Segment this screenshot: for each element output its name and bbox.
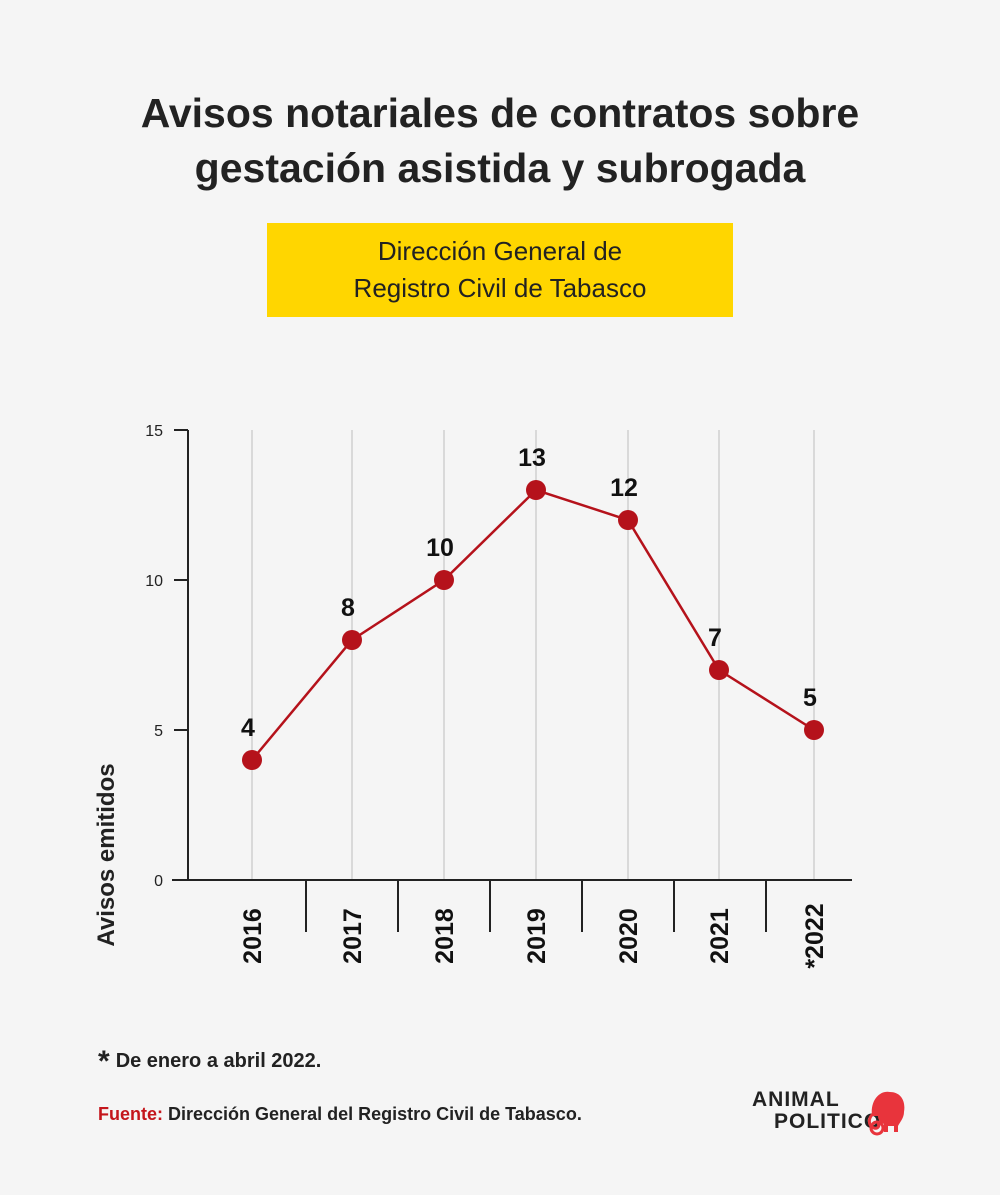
x-tick-label-2020: 2020 xyxy=(615,908,643,964)
y-tick-label-5: 5 xyxy=(154,723,163,740)
y-tick-label-15: 15 xyxy=(145,423,163,440)
chart-title-line-1: Avisos notariales de contratos sobre xyxy=(140,90,860,136)
data-label-2018: 10 xyxy=(426,534,454,562)
data-point-2016 xyxy=(242,750,262,770)
logo-line-2: POLITICO xyxy=(774,1110,882,1133)
chart-title: Avisos notariales de contratos sobre ges… xyxy=(0,86,1000,196)
source-badge-line-1: Dirección General de xyxy=(377,236,623,266)
footnote: * De enero a abril 2022. xyxy=(98,1045,321,1079)
data-point-2021 xyxy=(709,660,729,680)
data-label-2020: 12 xyxy=(610,474,638,502)
source-line: Fuente: Dirección General del Registro C… xyxy=(98,1104,582,1125)
x-tick-label-*2022: *2022 xyxy=(801,903,829,968)
footnote-text: De enero a abril 2022. xyxy=(115,1050,322,1072)
data-label-2019: 13 xyxy=(518,444,546,472)
data-point-*2022 xyxy=(804,720,824,740)
x-tick-label-2018: 2018 xyxy=(431,908,459,964)
source-badge: Dirección General de Registro Civil de T… xyxy=(267,223,733,317)
data-label-*2022: 5 xyxy=(803,684,817,712)
y-tick-label-0: 0 xyxy=(154,873,163,890)
data-point-2018 xyxy=(434,570,454,590)
source-label: Fuente: xyxy=(98,1104,163,1124)
x-tick-label-2019: 2019 xyxy=(523,908,551,964)
logo-line-1: ANIMAL xyxy=(752,1088,840,1111)
data-label-2021: 7 xyxy=(708,624,722,652)
animal-politico-logo: ANIMAL POLITICO xyxy=(752,1086,912,1136)
x-tick-label-2021: 2021 xyxy=(706,908,734,964)
x-tick-label-2017: 2017 xyxy=(339,908,367,964)
chart-title-line-2: gestación asistida y subrogada xyxy=(194,145,806,191)
y-axis-label: Avisos emitidos xyxy=(93,763,120,946)
series-line xyxy=(251,488,815,761)
line-chart: 0 5 10 15 Avisos emitidos 4 2016 8 2017 10 2018 13 2… xyxy=(93,423,852,969)
source-badge-line-2: Registro Civil de Tabasco xyxy=(353,273,647,303)
source-text: Dirección General del Registro Civil de … xyxy=(168,1104,582,1124)
data-label-2017: 8 xyxy=(341,594,355,622)
elephant-icon xyxy=(867,1091,905,1136)
data-label-2016: 4 xyxy=(241,714,255,742)
y-tick-label-10: 10 xyxy=(145,573,163,590)
data-point-2019 xyxy=(526,480,546,500)
data-point-2020 xyxy=(618,510,638,530)
footnote-asterisk: * xyxy=(98,1045,110,1078)
data-point-2017 xyxy=(342,630,362,650)
x-tick-label-2016: 2016 xyxy=(239,908,267,964)
